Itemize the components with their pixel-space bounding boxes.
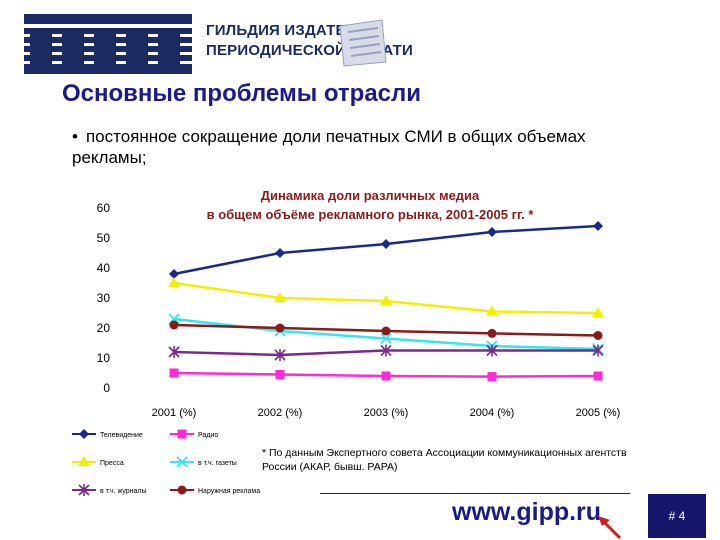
data-point [168,346,180,358]
bullet-text: постоянное сокращение доли печатных СМИ … [72,127,586,167]
data-point [593,331,603,340]
data-point [169,368,179,378]
data-point [592,307,604,317]
x-tick-label: 2005 (%) [576,407,621,419]
bullet-marker: • [72,127,78,146]
y-tick-label: 40 [97,261,111,275]
y-tick-label: 60 [97,201,111,215]
data-point [380,332,392,345]
bullet-item: • постоянное сокращение доли печатных СМИ… [72,126,632,168]
data-point [486,344,498,357]
data-point [593,221,603,231]
footnote: * По данным Экспертного совета Ассоциаци… [262,447,627,473]
site-url-link[interactable]: www.gipp.ru [452,498,602,526]
data-point [274,349,286,361]
page-number-badge: # 4 [648,494,706,538]
data-point [380,295,392,305]
data-point [169,269,179,279]
x-tick-label: 2004 (%) [470,407,515,419]
y-tick-label: 10 [97,351,111,365]
data-point [381,371,391,381]
chart-title-line2: в общем объёме рекламного рынка, 2001-20… [206,207,534,222]
cursor-arrow-icon [598,516,622,540]
gipp-logo-mark [24,14,192,74]
legend-label: Радио [198,432,218,439]
gipp-logo: ГИЛЬДИЯ ИЗДАТЕЛЕЙ ПЕРИОДИЧЕСКОЙ ПЕЧАТИ [24,14,413,74]
series-line [173,224,599,276]
data-point [169,320,179,330]
legend-marker [79,429,89,439]
legend-label: в т.ч. газеты [198,460,237,467]
legend-label: Телевидение [100,432,143,439]
y-tick-label: 20 [97,321,111,335]
data-point [592,344,604,357]
data-point [381,326,391,336]
data-point [487,328,497,338]
legend-marker [177,485,187,495]
legend-label: в т.ч. журналы [100,488,147,495]
legend-marker [177,429,187,439]
data-point [593,371,603,381]
y-tick-label: 30 [97,291,111,305]
y-tick-label: 50 [97,231,111,245]
data-point [275,370,285,379]
x-tick-label: 2001 (%) [152,407,197,419]
data-point [275,323,285,333]
slide-title: Основные проблемы отрасли [62,80,422,107]
newspaper-icon [339,19,387,67]
legend-marker [176,456,188,468]
legend-label: Пресса [100,460,124,467]
data-point [168,277,180,287]
legend-label: Наружная реклама [198,488,260,495]
data-point [381,239,391,249]
legend-marker [78,484,90,496]
y-tick-label: 0 [103,381,110,395]
footer-divider [320,493,630,494]
data-point [274,292,286,302]
x-tick-label: 2003 (%) [364,407,409,419]
legend-marker [78,456,90,466]
data-point [275,248,285,258]
chart-title-line1: Динамика доли различных медиа [260,188,480,203]
data-point [486,305,498,316]
data-point [380,344,392,357]
x-tick-label: 2002 (%) [258,407,303,419]
logo-text-line1: ГИЛЬДИЯ ИЗДАТЕЛЕЙ [206,22,378,39]
data-point [487,372,497,382]
data-point [487,227,497,237]
